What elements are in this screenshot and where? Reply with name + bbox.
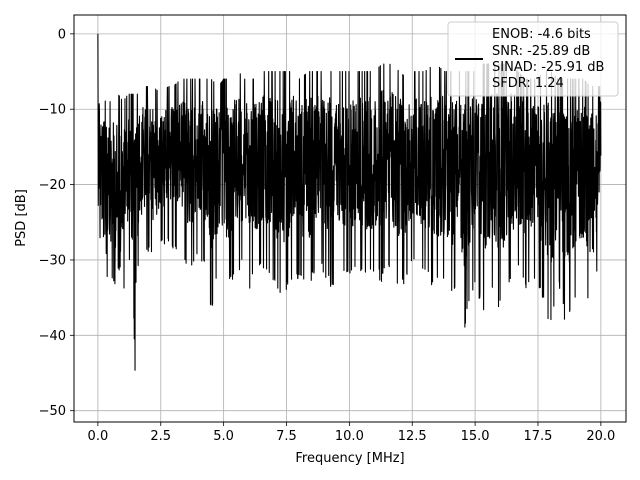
x-tick-label: 12.5 <box>398 429 427 444</box>
x-tick-label: 10.0 <box>335 429 364 444</box>
y-tick-label: −50 <box>39 404 66 419</box>
y-tick-label: −30 <box>39 253 66 268</box>
x-tick-label: 5.0 <box>213 429 234 444</box>
legend-entry-snr: SNR: -25.89 dB <box>492 44 590 59</box>
psd-line <box>97 33 602 371</box>
y-axis-label: PSD [dB] <box>14 189 29 247</box>
y-axis-ticks: 0 −10 −20 −30 −40 −50 <box>39 27 74 419</box>
legend-entry-sinad: SINAD: -25.91 dB <box>492 60 604 75</box>
legend-box <box>447 21 619 97</box>
legend-entry-enob: ENOB: -4.6 bits <box>492 27 591 42</box>
x-tick-label: 7.5 <box>276 429 297 444</box>
x-tick-label: 20.0 <box>586 429 615 444</box>
plot-area <box>97 33 602 371</box>
y-tick-label: 0 <box>58 27 66 42</box>
x-axis-ticks: 0.0 2.5 5.0 7.5 10.0 12.5 15.0 17.5 20.0 <box>88 422 615 444</box>
legend: ENOB: -4.6 bits SNR: -25.89 dB SINAD: -2… <box>447 21 619 97</box>
plot-frame <box>73 14 627 423</box>
psd-series <box>97 33 602 371</box>
x-axis-label: Frequency [MHz] <box>295 451 404 466</box>
y-tick-label: −40 <box>39 329 66 344</box>
x-tick-label: 0.0 <box>88 429 109 444</box>
x-tick-label: 17.5 <box>524 429 553 444</box>
x-tick-label: 15.0 <box>461 429 490 444</box>
y-tick-label: −20 <box>39 178 66 193</box>
y-tick-label: −10 <box>39 103 66 118</box>
x-tick-label: 2.5 <box>150 429 171 444</box>
legend-entry-sfdr: SFDR: 1.24 <box>492 76 564 91</box>
